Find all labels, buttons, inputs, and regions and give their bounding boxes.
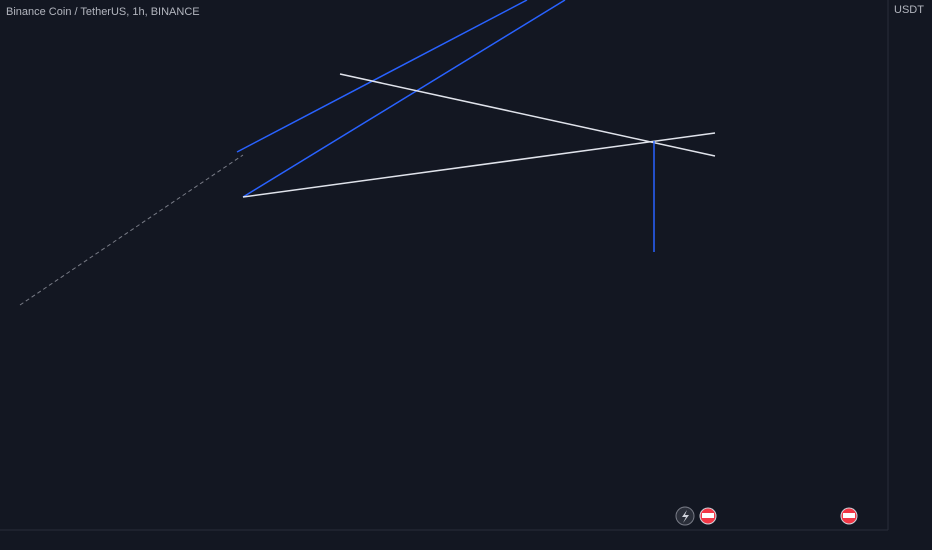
chart-title: Binance Coin / TetherUS, 1h, BINANCE bbox=[6, 6, 200, 18]
channel-line bbox=[236, 0, 528, 153]
y-axis-label: USDT bbox=[894, 4, 924, 16]
event-icons[interactable] bbox=[675, 506, 858, 526]
dashed-trendline bbox=[19, 154, 244, 306]
triangle-line bbox=[339, 73, 716, 157]
channel-line bbox=[242, 0, 566, 198]
triangle-line bbox=[242, 132, 716, 198]
drawings bbox=[19, 0, 716, 306]
flag-stripe bbox=[843, 513, 855, 518]
flag-stripe bbox=[702, 513, 714, 518]
lightning-icon bbox=[682, 510, 689, 523]
price-axis bbox=[888, 0, 932, 550]
time-axis bbox=[0, 530, 888, 550]
